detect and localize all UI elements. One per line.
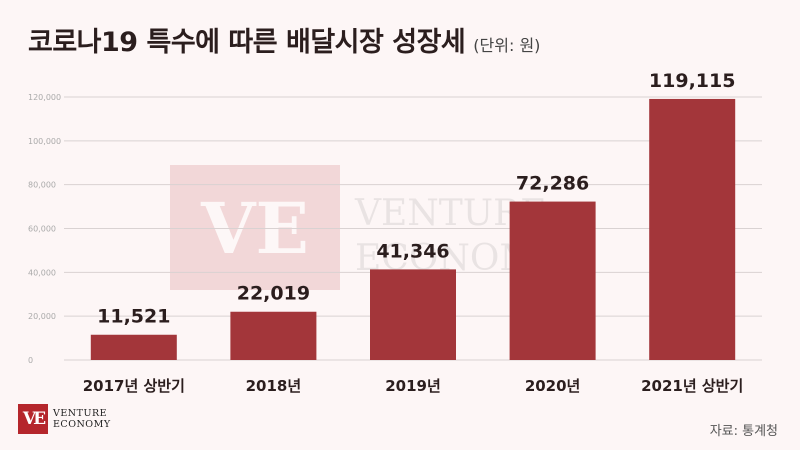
- y-tick-label: 40,000: [28, 268, 56, 277]
- bar: [509, 201, 596, 360]
- y-tick-label: 100,000: [28, 137, 61, 146]
- logo-line2: ECONOMY: [53, 419, 111, 430]
- bar-value-label: 41,346: [376, 240, 449, 262]
- x-tick-label: 2021년 상반기: [641, 377, 743, 395]
- logo-text: VENTURE ECONOMY: [53, 408, 111, 430]
- bar: [649, 98, 736, 360]
- y-tick-label: 0: [28, 356, 33, 365]
- bar: [370, 269, 456, 360]
- bar-value-label: 11,521: [97, 306, 170, 328]
- x-axis-ticks: 2017년 상반기 2018년 2019년 2020년 2021년 상반기: [83, 377, 744, 395]
- x-tick-label: 2017년 상반기: [83, 377, 185, 395]
- source-label: 자료: 통계청: [709, 424, 778, 439]
- y-tick-label: 80,000: [28, 181, 56, 190]
- venture-economy-logo: VE VENTURE ECONOMY: [18, 404, 111, 434]
- y-axis-ticks: 0 20,000 40,000 60,000 80,000 100,000 120,000: [28, 93, 61, 365]
- chart-title: 코로나19 특수에 따른 배달시장 성장세 (단위: 원): [28, 20, 540, 59]
- bar-value-label: 72,286: [516, 173, 589, 195]
- y-tick-label: 120,000: [28, 93, 61, 102]
- unit-label: (단위: 원): [473, 36, 541, 55]
- bar-value-label: 119,115: [649, 70, 736, 92]
- bar-value-label: 22,019: [237, 283, 310, 305]
- y-tick-label: 60,000: [28, 225, 56, 234]
- logo-mark: VE: [18, 404, 48, 434]
- x-tick-label: 2020년: [525, 377, 581, 395]
- bars: [90, 98, 736, 360]
- value-labels: 11,521 22,019 41,346 72,286 119,115: [97, 70, 735, 328]
- x-tick-label: 2019년: [385, 377, 441, 395]
- bar: [230, 311, 317, 360]
- bar: [90, 334, 177, 360]
- chart-title-text: 코로나19 특수에 따른 배달시장 성장세: [28, 27, 466, 58]
- y-tick-label: 20,000: [28, 312, 56, 321]
- x-tick-label: 2018년: [246, 377, 302, 395]
- logo-line1: VENTURE: [53, 408, 108, 419]
